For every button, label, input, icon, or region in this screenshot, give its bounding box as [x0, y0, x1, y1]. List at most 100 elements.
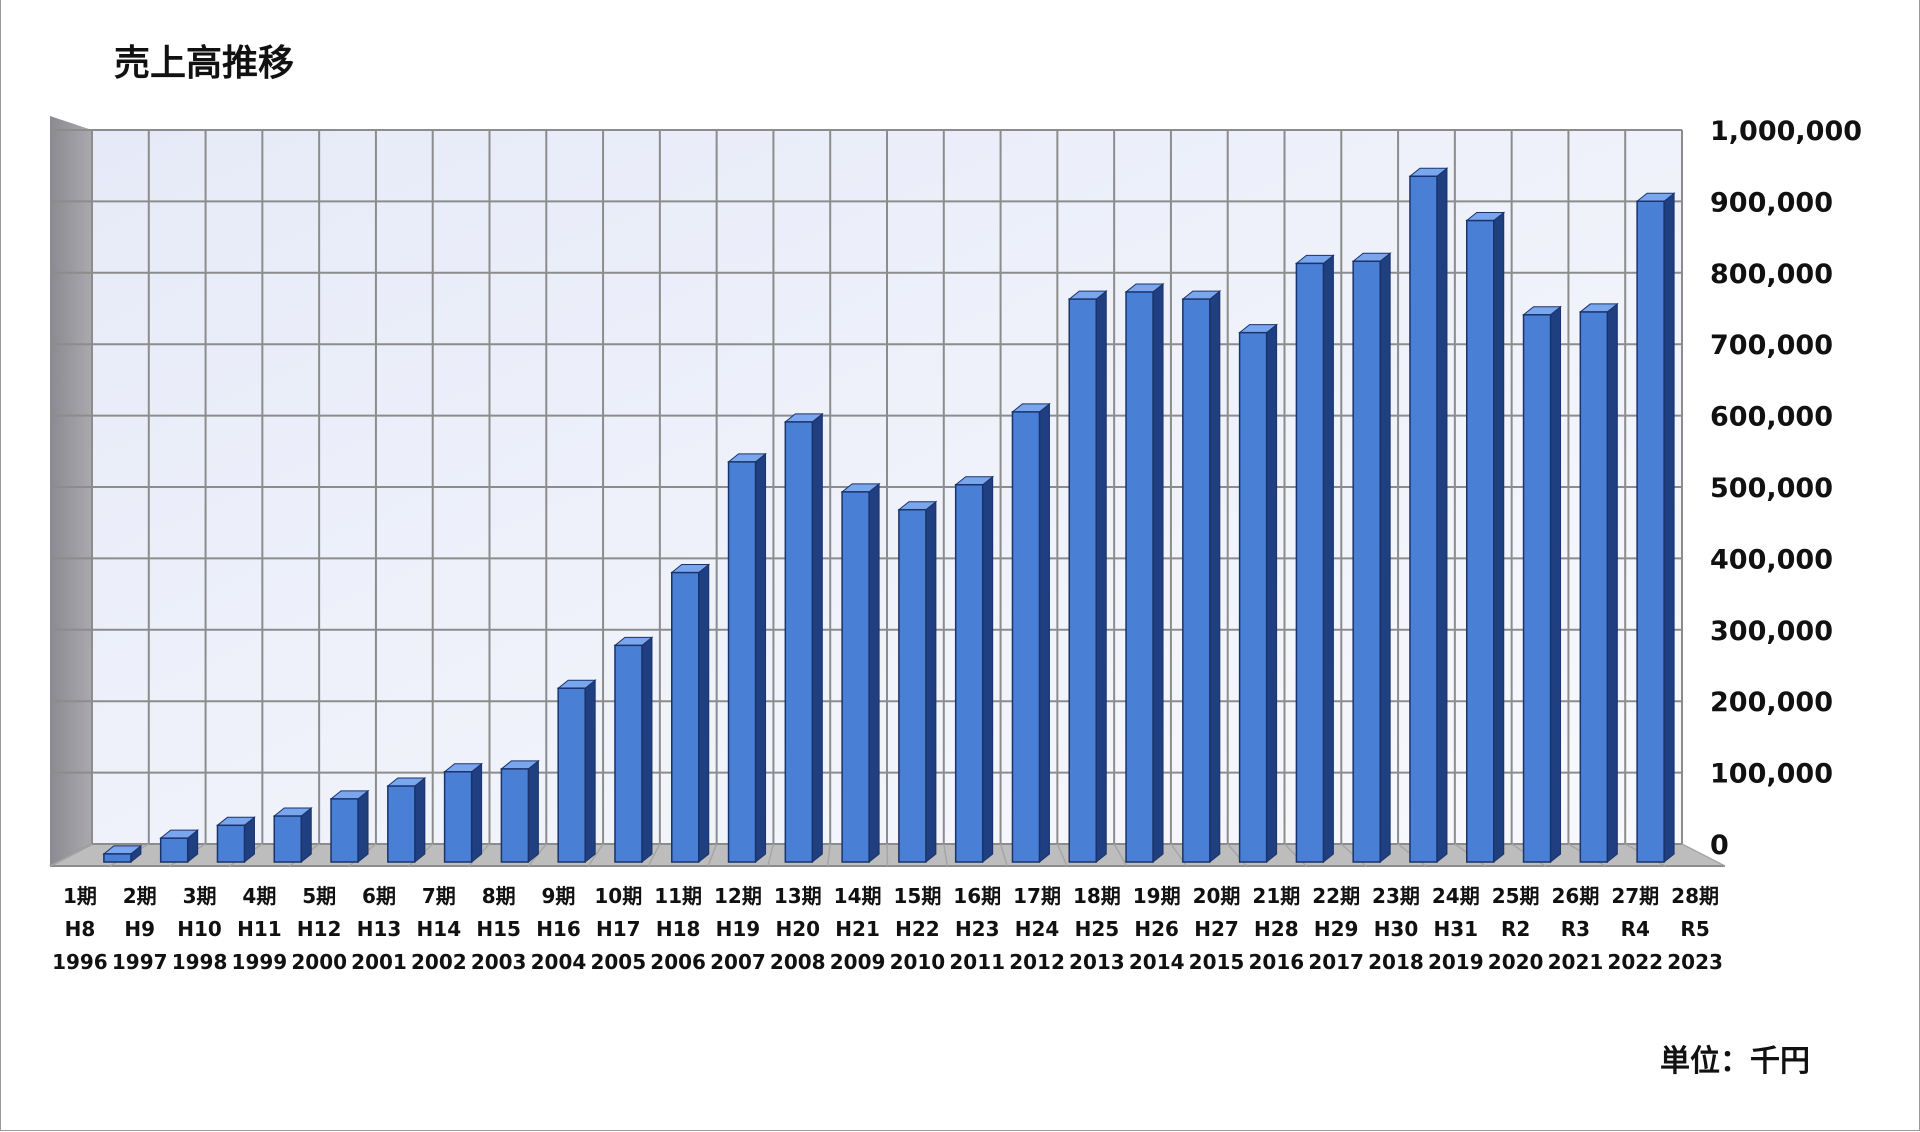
bar-front — [1579, 311, 1609, 863]
x-tick-line: H30 — [1374, 917, 1419, 941]
x-tick-label: 24期 H31 2019 — [1428, 884, 1484, 974]
x-tick-line: H22 — [895, 917, 940, 941]
x-tick-line: H10 — [177, 917, 222, 941]
x-tick-label: 17期 H24 2012 — [1009, 884, 1065, 974]
unit-note: 単位：千円 — [1660, 1044, 1810, 1079]
x-tick-label: 22期 H29 2017 — [1308, 884, 1364, 974]
bar-front — [443, 770, 473, 863]
bar-front — [1182, 298, 1211, 863]
bar-front — [1636, 200, 1665, 863]
x-tick-label: 4期 H11 1999 — [232, 884, 288, 974]
x-tick-line: 2015 — [1189, 950, 1245, 974]
x-tick-line: 5期 — [302, 884, 336, 908]
floor-gridline — [1113, 843, 1128, 867]
x-tick-line: H18 — [656, 917, 701, 941]
bar — [272, 806, 313, 864]
x-tick-line: 2020 — [1488, 950, 1544, 974]
bar — [1181, 290, 1222, 864]
x-tick-line: 2010 — [890, 950, 946, 974]
x-tick-line: H15 — [476, 917, 521, 941]
bar — [1465, 211, 1506, 864]
x-tick-line: 2005 — [590, 950, 646, 974]
y-tick-label: 500,000 — [1710, 473, 1833, 504]
bar — [1294, 254, 1335, 864]
x-tick-line: R5 — [1680, 917, 1709, 941]
y-tick-label: 1,000,000 — [1710, 116, 1862, 147]
bar-front — [159, 837, 189, 863]
x-tick-line: 12期 — [714, 884, 762, 908]
gridlines — [49, 129, 1726, 867]
bar-side — [1152, 282, 1164, 864]
x-tick-line: H20 — [775, 917, 820, 941]
x-tick-line: 3期 — [183, 884, 217, 908]
x-tick-line: 2000 — [291, 950, 347, 974]
x-tick-line: 21期 — [1252, 884, 1300, 908]
bar — [840, 482, 881, 864]
bar-side — [1493, 211, 1505, 864]
x-tick-line: 2002 — [411, 950, 467, 974]
x-tick-line: H8 — [65, 917, 96, 941]
x-tick-line: H11 — [237, 917, 282, 941]
bar-front — [898, 508, 927, 863]
bar-side — [357, 789, 369, 864]
x-tick-line: R4 — [1621, 917, 1650, 941]
bar — [1351, 252, 1392, 864]
x-tick-line: 1998 — [172, 950, 228, 974]
x-tick-line: 24期 — [1432, 884, 1480, 908]
x-tick-line: 13期 — [774, 884, 822, 908]
bar-side — [811, 412, 823, 864]
x-tick-line: 2期 — [123, 884, 157, 908]
bar-side — [925, 500, 937, 864]
floor-gridline — [707, 843, 718, 867]
x-tick-line: H31 — [1434, 917, 1479, 941]
floor-gridline — [999, 843, 1008, 867]
bar — [1238, 323, 1279, 864]
bar-front — [614, 644, 643, 863]
bar-front — [727, 461, 757, 863]
bar-front — [216, 824, 246, 863]
x-tick-line: 2006 — [650, 950, 706, 974]
bar-side — [1606, 302, 1618, 864]
bar-side — [1550, 305, 1562, 864]
bar-side — [584, 679, 596, 864]
x-tick-line: 8期 — [482, 884, 516, 908]
bar-front — [103, 853, 132, 863]
x-tick-line: 6期 — [362, 884, 396, 908]
bar-front — [1125, 291, 1154, 863]
x-tick-line: 4期 — [242, 884, 276, 908]
bar-side — [300, 806, 312, 864]
bar-front — [1352, 260, 1381, 863]
bar-side — [641, 636, 653, 864]
bar-front — [1522, 314, 1552, 863]
floor-gridline — [587, 843, 604, 867]
y-tick-label: 800,000 — [1710, 259, 1833, 290]
x-tick-label: 28期 R5 2023 — [1667, 884, 1723, 974]
x-tick-line: 2022 — [1607, 950, 1663, 974]
y-tick-label: 0 — [1710, 830, 1729, 861]
x-tick-line: H17 — [596, 917, 641, 941]
x-tick-line: H28 — [1254, 917, 1299, 941]
bar-side — [698, 563, 710, 864]
x-tick-line: H19 — [716, 917, 761, 941]
bar-side — [414, 776, 426, 864]
x-tick-line: 10期 — [594, 884, 642, 908]
x-tick-line: 1996 — [52, 950, 108, 974]
y-axis-ticks: 0 100,000 200,000 300,000 400,000 500,000 600,… — [1710, 116, 1862, 861]
x-tick-line: 2008 — [770, 950, 826, 974]
bar-side — [1209, 290, 1221, 864]
x-tick-line: 23期 — [1372, 884, 1420, 908]
bar — [1635, 192, 1676, 864]
x-tick-label: 14期 H21 2009 — [830, 884, 886, 974]
x-tick-line: 1期 — [63, 884, 97, 908]
x-tick-line: 20期 — [1193, 884, 1241, 908]
bar-front — [273, 815, 302, 863]
bar — [954, 475, 995, 864]
x-tick-line: 2013 — [1069, 950, 1125, 974]
x-tick-label: 11期 H18 2006 — [650, 884, 706, 974]
y-tick-label: 600,000 — [1710, 402, 1833, 433]
bar — [1011, 402, 1051, 864]
bar-front — [1238, 331, 1268, 863]
y-tick-label: 400,000 — [1710, 544, 1833, 575]
x-tick-label: 8期 H15 2003 — [471, 884, 527, 974]
floor-gridline — [826, 843, 831, 867]
